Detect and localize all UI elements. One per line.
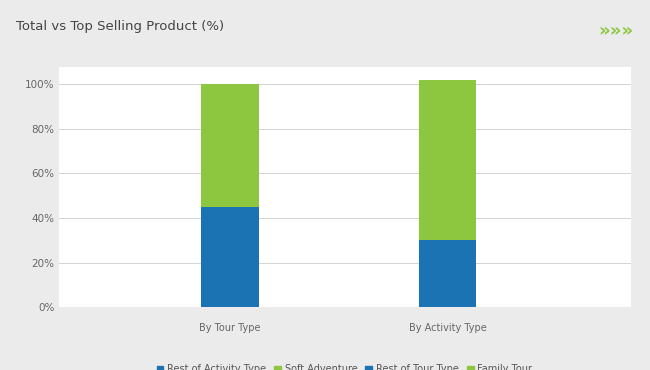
Text: By Tour Type: By Tour Type — [200, 323, 261, 333]
Text: Total vs Top Selling Product (%): Total vs Top Selling Product (%) — [16, 20, 224, 33]
Legend: Rest of Activity Type, Soft Adventure, Rest of Tour Type, Family Tour: Rest of Activity Type, Soft Adventure, R… — [157, 364, 532, 370]
Bar — [419, 80, 476, 240]
Bar — [202, 207, 259, 307]
Bar — [419, 240, 476, 307]
Text: »»»: »»» — [599, 22, 634, 40]
Bar — [202, 84, 259, 207]
Text: By Activity Type: By Activity Type — [409, 323, 486, 333]
